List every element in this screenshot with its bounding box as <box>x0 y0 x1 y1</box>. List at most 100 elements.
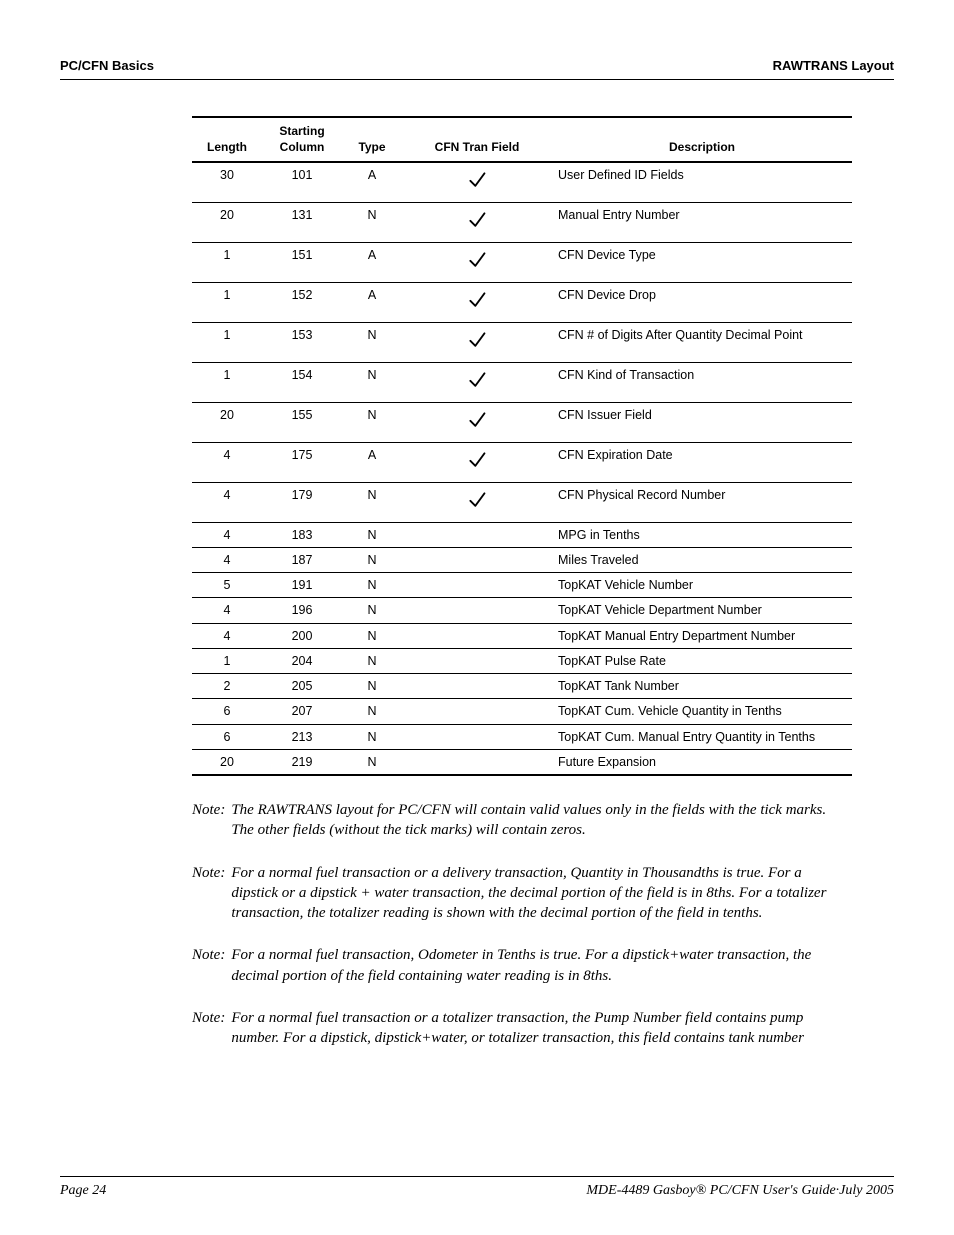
cell-length: 30 <box>192 162 262 202</box>
cell-check <box>402 674 552 699</box>
note-label: Note: <box>192 1008 231 1049</box>
cell-length: 6 <box>192 724 262 749</box>
table-row: 2205NTopKAT Tank Number <box>192 674 852 699</box>
cell-start: 204 <box>262 648 342 673</box>
cell-start: 207 <box>262 699 342 724</box>
notes-section: Note:The RAWTRANS layout for PC/CFN will… <box>192 800 852 1048</box>
cell-length: 2 <box>192 674 262 699</box>
cell-type: N <box>342 648 402 673</box>
table-row: 4200N TopKAT Manual Entry Department Numb… <box>192 623 852 648</box>
cell-length: 1 <box>192 648 262 673</box>
table-row: 6213NTopKAT Cum. Manual Entry Quantity i… <box>192 724 852 749</box>
cell-type: A <box>342 282 402 322</box>
page-header: PC/CFN Basics RAWTRANS Layout <box>60 58 894 80</box>
table-row: 4196N TopKAT Vehicle Department Number <box>192 598 852 623</box>
table-row: 1154N CFN Kind of Transaction <box>192 362 852 402</box>
cell-start: 196 <box>262 598 342 623</box>
table-row: 1153NCFN # of Digits After Quantity Deci… <box>192 322 852 362</box>
cell-start: 179 <box>262 482 342 522</box>
cell-check <box>402 362 552 402</box>
cell-length: 1 <box>192 362 262 402</box>
cell-start: 155 <box>262 402 342 442</box>
table-row: 20131NManual Entry Number <box>192 202 852 242</box>
cell-check <box>402 623 552 648</box>
cell-type: N <box>342 522 402 547</box>
table-row: 1204NTopKAT Pulse Rate <box>192 648 852 673</box>
footer-left: Page 24 <box>60 1183 106 1199</box>
table-row: 5191NTopKAT Vehicle Number <box>192 573 852 598</box>
cell-desc: CFN # of Digits After Quantity Decimal P… <box>552 322 852 362</box>
cell-length: 1 <box>192 282 262 322</box>
cell-type: N <box>342 699 402 724</box>
cell-length: 4 <box>192 482 262 522</box>
table-head: Length StartingColumn Type CFN Tran Fiel… <box>192 117 852 162</box>
cell-start: 187 <box>262 547 342 572</box>
cell-type: N <box>342 547 402 572</box>
cell-type: N <box>342 623 402 648</box>
cell-length: 4 <box>192 598 262 623</box>
cell-desc: TopKAT Vehicle Department Number <box>552 598 852 623</box>
cell-length: 1 <box>192 322 262 362</box>
note-body: The RAWTRANS layout for PC/CFN will cont… <box>231 800 852 841</box>
cell-check <box>402 573 552 598</box>
col-cfn-label: CFN Tran Field <box>435 140 520 154</box>
cell-length: 20 <box>192 402 262 442</box>
table-row: 4175ACFN Expiration Date <box>192 442 852 482</box>
cell-desc: CFN Kind of Transaction <box>552 362 852 402</box>
table-row: 1152ACFN Device Drop <box>192 282 852 322</box>
cell-desc: CFN Expiration Date <box>552 442 852 482</box>
cell-start: 101 <box>262 162 342 202</box>
cell-check <box>402 482 552 522</box>
check-icon <box>467 221 487 235</box>
check-icon <box>467 181 487 195</box>
table-row: 4187NMiles Traveled <box>192 547 852 572</box>
note-body: For a normal fuel transaction or a deliv… <box>231 863 852 924</box>
cell-desc: CFN Physical Record Number <box>552 482 852 522</box>
cell-check <box>402 442 552 482</box>
cell-length: 4 <box>192 547 262 572</box>
cell-desc: TopKAT Tank Number <box>552 674 852 699</box>
col-desc: Description <box>552 117 852 162</box>
cell-check <box>402 242 552 282</box>
cell-desc: TopKAT Cum. Vehicle Quantity in Tenths <box>552 699 852 724</box>
cell-start: 151 <box>262 242 342 282</box>
cell-type: N <box>342 598 402 623</box>
cell-type: N <box>342 362 402 402</box>
check-icon <box>467 381 487 395</box>
check-icon <box>467 341 487 355</box>
col-start-label: StartingColumn <box>279 124 324 154</box>
cell-start: 200 <box>262 623 342 648</box>
cell-length: 6 <box>192 699 262 724</box>
cell-check <box>402 322 552 362</box>
page-footer: Page 24 MDE-4489 Gasboy® PC/CFN User's G… <box>60 1176 894 1199</box>
col-cfn: CFN Tran Field <box>402 117 552 162</box>
cell-desc: TopKAT Manual Entry Department Number <box>552 623 852 648</box>
note-label: Note: <box>192 800 231 841</box>
cell-check <box>402 202 552 242</box>
table-header-row: Length StartingColumn Type CFN Tran Fiel… <box>192 117 852 162</box>
cell-desc: CFN Device Drop <box>552 282 852 322</box>
cell-type: N <box>342 749 402 775</box>
table-row: 4179N CFN Physical Record Number <box>192 482 852 522</box>
cell-check <box>402 282 552 322</box>
header-right: RAWTRANS Layout <box>773 58 894 73</box>
cell-desc: TopKAT Vehicle Number <box>552 573 852 598</box>
cell-length: 4 <box>192 623 262 648</box>
cell-start: 175 <box>262 442 342 482</box>
cell-type: A <box>342 442 402 482</box>
cell-start: 205 <box>262 674 342 699</box>
check-icon <box>467 261 487 275</box>
cell-length: 4 <box>192 522 262 547</box>
col-length: Length <box>192 117 262 162</box>
cell-type: N <box>342 724 402 749</box>
cell-start: 154 <box>262 362 342 402</box>
cell-desc: CFN Issuer Field <box>552 402 852 442</box>
cell-type: A <box>342 162 402 202</box>
cell-desc: User Defined ID Fields <box>552 162 852 202</box>
cell-start: 153 <box>262 322 342 362</box>
check-icon <box>467 301 487 315</box>
col-desc-label: Description <box>669 140 735 154</box>
cell-check <box>402 522 552 547</box>
cell-type: N <box>342 482 402 522</box>
col-type-label: Type <box>358 140 385 154</box>
